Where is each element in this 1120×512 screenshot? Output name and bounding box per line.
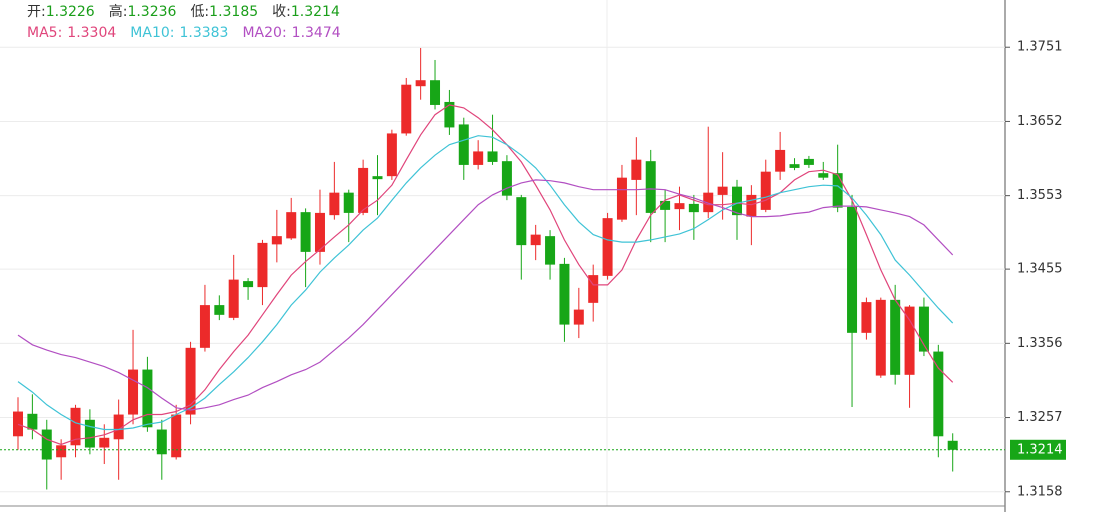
y-tick-label: 1.3158 <box>1017 484 1063 499</box>
candle-body <box>573 309 584 325</box>
last-price-box <box>1010 439 1066 460</box>
candle-body <box>372 176 383 180</box>
candle-body <box>214 305 225 315</box>
candle-body <box>674 203 685 210</box>
candle-body <box>890 299 901 375</box>
candle-body <box>818 173 829 178</box>
y-tick-label: 1.3553 <box>1017 188 1063 203</box>
candle-body <box>99 437 110 448</box>
candle-body <box>487 151 498 162</box>
candle-body <box>199 305 210 348</box>
candle-body <box>645 161 656 213</box>
candle-body <box>458 124 469 165</box>
candle-body <box>314 212 325 252</box>
candle-body <box>559 263 570 325</box>
candle-body <box>861 302 872 333</box>
candle-body <box>616 177 627 220</box>
candle-body <box>717 186 728 195</box>
candle-body <box>847 206 858 333</box>
ma-line <box>17 179 954 411</box>
candle-body <box>516 197 527 246</box>
legend-name: MA10: <box>130 25 174 41</box>
candle-body <box>588 275 599 303</box>
ma-line <box>17 135 954 431</box>
last-price-label: 1.3214 <box>1017 442 1063 457</box>
candle-body <box>70 407 81 446</box>
candle-body <box>128 369 139 415</box>
candle-body <box>803 158 814 165</box>
candle-body <box>41 429 52 460</box>
candle-body <box>501 161 512 196</box>
candle-body <box>789 164 800 168</box>
candle-body <box>703 192 714 213</box>
candle-body <box>358 167 369 213</box>
ma-legend: MA5: 1.3304 MA10: 1.3383 MA20: 1.3474 <box>27 25 341 41</box>
candle-body <box>243 281 254 288</box>
candle-body <box>415 80 426 87</box>
candle-body <box>27 413 38 430</box>
summary-label: 高: <box>109 3 128 20</box>
candle-body <box>401 84 412 134</box>
candle-body <box>386 133 397 177</box>
candle-body <box>113 414 124 440</box>
labels: 1.3158 1.3257 1.3356 1.3455 1.3553 1.3652 1.37… <box>27 3 1063 499</box>
candle-body <box>329 192 340 216</box>
candle-body <box>473 151 484 165</box>
y-tick-label: 1.3356 <box>1017 336 1063 351</box>
candle-body <box>947 440 958 450</box>
candle-body <box>271 236 282 245</box>
ma-line <box>17 104 954 446</box>
candle-body <box>688 203 699 213</box>
candle-body <box>56 445 67 458</box>
candle-body <box>904 306 915 375</box>
candle-body <box>875 299 886 376</box>
candle-body <box>84 419 95 448</box>
legend-value: 1.3304 <box>67 25 116 41</box>
y-tick-label: 1.3751 <box>1017 40 1063 55</box>
candle-body <box>602 218 613 276</box>
candle-body <box>832 173 843 208</box>
candle-body <box>746 194 757 217</box>
candle-body <box>530 234 541 246</box>
candle-body <box>343 192 354 213</box>
legend-name: MA20: <box>242 25 286 41</box>
candle-body <box>142 369 153 428</box>
y-tick-label: 1.3455 <box>1017 262 1063 277</box>
ohlc-summary: 开:1.3226 高:1.3236 低:1.3185 收:1.3214 <box>27 3 340 20</box>
y-tick-label: 1.3257 <box>1017 410 1063 425</box>
y-tick-label: 1.3652 <box>1017 114 1063 129</box>
legend-value: 1.3383 <box>179 25 228 41</box>
candle-body <box>228 279 239 318</box>
candle-body <box>631 159 642 180</box>
plot <box>0 47 1066 490</box>
candle-body <box>13 411 23 437</box>
candle-body <box>545 236 556 265</box>
candle-body <box>286 212 297 239</box>
candle-body <box>775 149 786 172</box>
candle-body <box>257 242 268 288</box>
candle-body <box>430 80 441 105</box>
legend-name: MA5: <box>27 25 62 41</box>
legend-value: 1.3474 <box>292 25 341 41</box>
candle-body <box>300 212 311 252</box>
candle-body <box>732 186 742 216</box>
candle-body <box>760 171 771 210</box>
summary-value: 1.3185 <box>209 4 258 20</box>
candle-body <box>185 347 196 415</box>
candle-body <box>444 101 455 128</box>
candle-body <box>171 414 182 458</box>
summary-value: 1.3226 <box>46 4 95 20</box>
candle-body <box>660 200 671 210</box>
candle-body <box>918 306 929 352</box>
candle-body <box>933 351 944 437</box>
summary-value: 1.3236 <box>127 4 176 20</box>
summary-label: 低: <box>190 4 209 20</box>
summary-label: 开: <box>27 4 46 20</box>
summary-label: 收: <box>272 4 291 20</box>
summary-value: 1.3214 <box>291 4 340 20</box>
candle-body <box>156 429 167 455</box>
